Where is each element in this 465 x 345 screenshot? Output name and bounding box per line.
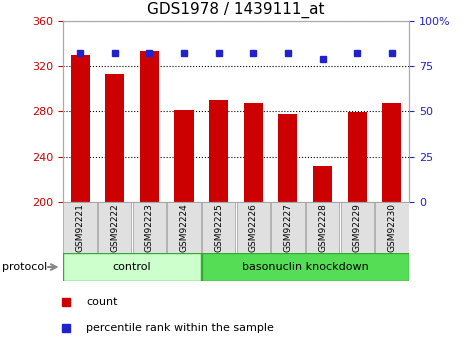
Text: protocol: protocol: [2, 262, 47, 272]
Text: GSM92229: GSM92229: [353, 203, 362, 252]
FancyBboxPatch shape: [375, 202, 409, 253]
Text: control: control: [113, 262, 152, 272]
Text: count: count: [86, 297, 118, 306]
FancyBboxPatch shape: [63, 202, 97, 253]
Text: GSM92226: GSM92226: [249, 203, 258, 252]
Bar: [279, 114, 298, 202]
Bar: [348, 112, 367, 202]
Bar: [71, 55, 90, 202]
Bar: [382, 104, 401, 202]
Text: GSM92221: GSM92221: [76, 203, 85, 252]
FancyBboxPatch shape: [63, 254, 201, 280]
Bar: [105, 74, 124, 202]
FancyBboxPatch shape: [167, 202, 201, 253]
FancyBboxPatch shape: [306, 202, 339, 253]
Text: GSM92225: GSM92225: [214, 203, 223, 252]
FancyBboxPatch shape: [98, 202, 132, 253]
Text: GSM92230: GSM92230: [387, 203, 396, 253]
Text: GSM92223: GSM92223: [145, 203, 154, 252]
Bar: [174, 110, 193, 202]
Title: GDS1978 / 1439111_at: GDS1978 / 1439111_at: [147, 2, 325, 18]
Text: GSM92227: GSM92227: [284, 203, 292, 252]
Text: GSM92222: GSM92222: [110, 203, 119, 252]
Bar: [140, 51, 159, 202]
Bar: [209, 100, 228, 202]
FancyBboxPatch shape: [340, 202, 374, 253]
FancyBboxPatch shape: [133, 202, 166, 253]
Bar: [244, 104, 263, 202]
Text: GSM92224: GSM92224: [179, 203, 188, 252]
Text: basonuclin knockdown: basonuclin knockdown: [242, 262, 369, 272]
Text: percentile rank within the sample: percentile rank within the sample: [86, 323, 274, 333]
Text: GSM92228: GSM92228: [318, 203, 327, 252]
FancyBboxPatch shape: [237, 202, 270, 253]
FancyBboxPatch shape: [271, 202, 305, 253]
FancyBboxPatch shape: [202, 254, 409, 280]
FancyBboxPatch shape: [202, 202, 235, 253]
Bar: [313, 166, 332, 202]
